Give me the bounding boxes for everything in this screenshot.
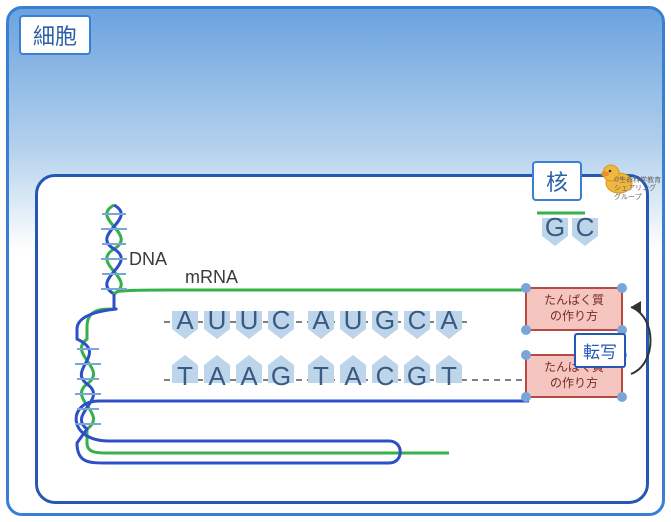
base-letter: A	[433, 305, 465, 336]
base-letter: A	[233, 361, 265, 392]
base-letter: G	[265, 361, 297, 392]
base-letter: T	[305, 361, 337, 392]
base-letter: T	[169, 361, 201, 392]
protein-card-top-text: たんぱく質の作り方	[544, 293, 604, 324]
transcription-label: 転写	[574, 333, 626, 368]
base-letter: C	[401, 305, 433, 336]
base-letter: T	[433, 361, 465, 392]
floating-base-letter: G	[539, 212, 571, 243]
protein-card-top: たんぱく質の作り方	[525, 287, 623, 331]
base-letter: U	[233, 305, 265, 336]
nucleus-label: 核	[532, 161, 582, 201]
base-letter: G	[369, 305, 401, 336]
base-letter: C	[265, 305, 297, 336]
base-letter: A	[305, 305, 337, 336]
credit-text: ©生命科学教育シェアリンググループ	[614, 177, 665, 202]
base-letter: A	[169, 305, 201, 336]
strands-svg	[9, 9, 665, 516]
base-letter: A	[201, 361, 233, 392]
floating-base-letter: C	[569, 212, 601, 243]
base-letter: U	[337, 305, 369, 336]
base-letter: G	[401, 361, 433, 392]
cell-label: 細胞	[19, 15, 91, 55]
base-letter: U	[201, 305, 233, 336]
base-letter: A	[337, 361, 369, 392]
base-letter: C	[369, 361, 401, 392]
cell-box: 細胞 核 ©生命科学教育シェアリンググループ DNA mRNA	[6, 6, 665, 516]
